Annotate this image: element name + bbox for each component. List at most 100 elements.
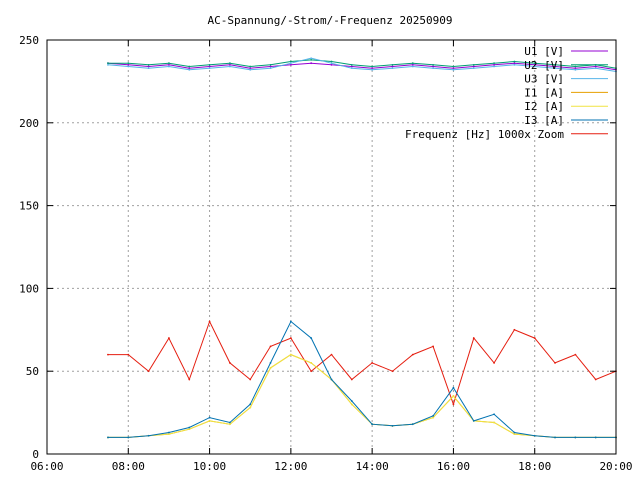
data-point <box>168 65 170 68</box>
data-point <box>188 428 191 431</box>
data-point <box>107 353 109 356</box>
data-point <box>228 62 231 65</box>
data-point <box>350 400 353 402</box>
data-point <box>432 416 435 419</box>
data-point <box>249 378 252 381</box>
data-point <box>411 353 414 356</box>
legend-label: I3 [A] <box>524 114 564 127</box>
data-point <box>533 337 536 339</box>
data-point <box>188 68 191 71</box>
data-point <box>452 386 455 389</box>
x-tick-label: 14:00 <box>356 460 389 473</box>
data-point <box>208 416 211 419</box>
data-point <box>269 65 272 68</box>
series-line <box>107 57 617 72</box>
data-point <box>269 67 272 70</box>
data-point <box>188 378 191 381</box>
data-point <box>391 370 394 373</box>
data-point <box>472 337 475 339</box>
y-tick-label: 50 <box>26 365 39 378</box>
y-tick-label: 150 <box>19 200 39 213</box>
y-tick-label: 200 <box>19 117 39 130</box>
data-point <box>472 63 475 66</box>
data-point <box>289 63 292 66</box>
y-tick-label: 100 <box>19 282 39 295</box>
legend-label: I2 [A] <box>524 100 564 113</box>
data-point <box>310 362 313 364</box>
data-point <box>330 378 333 381</box>
data-point <box>391 65 394 68</box>
data-point <box>533 63 536 66</box>
data-point <box>554 63 556 66</box>
legend: U1 [V]U2 [V]U3 [V]I1 [A]I2 [A]I3 [A]Freq… <box>405 45 608 141</box>
data-point <box>269 345 272 348</box>
data-point <box>452 68 455 71</box>
data-point <box>127 63 130 66</box>
data-point <box>127 62 130 65</box>
data-point <box>330 353 333 356</box>
data-point <box>452 403 455 406</box>
y-tick-label: 0 <box>32 448 39 461</box>
data-point <box>310 62 313 65</box>
y-tick-label: 250 <box>19 34 39 47</box>
plot-frame <box>46 39 617 455</box>
data-point <box>310 57 313 60</box>
data-point <box>411 65 414 68</box>
series-line <box>108 354 616 438</box>
data-point <box>310 337 313 339</box>
data-point <box>289 60 292 63</box>
data-point <box>228 362 231 364</box>
data-point <box>168 62 170 65</box>
data-point <box>513 62 516 65</box>
data-point <box>574 353 577 356</box>
data-point <box>513 328 516 331</box>
series-line <box>108 59 617 69</box>
grid <box>47 40 616 454</box>
data-point <box>452 67 455 70</box>
data-point <box>289 337 292 339</box>
data-point <box>289 353 292 356</box>
data-point <box>594 378 597 381</box>
data-point <box>350 403 353 406</box>
data-point <box>147 63 150 66</box>
data-point <box>472 419 475 422</box>
data-point <box>411 423 414 426</box>
data-point <box>208 419 211 422</box>
data-point <box>310 58 313 61</box>
data-point <box>350 67 353 70</box>
data-point <box>127 353 130 356</box>
x-tick-label: 10:00 <box>193 460 226 473</box>
data-point <box>391 63 394 66</box>
data-point <box>107 62 109 65</box>
data-point <box>269 366 272 369</box>
series-line <box>107 62 617 71</box>
data-point <box>208 320 211 323</box>
legend-label: U2 [V] <box>524 59 564 72</box>
data-point <box>472 65 475 68</box>
series-layer <box>107 57 617 439</box>
data-point <box>249 68 252 71</box>
data-point <box>289 320 292 323</box>
data-point <box>411 63 414 66</box>
data-point <box>147 370 150 373</box>
data-point <box>350 65 353 68</box>
legend-label: U3 [V] <box>524 73 564 86</box>
data-point <box>594 67 597 70</box>
data-point <box>107 436 109 439</box>
data-point <box>228 423 231 426</box>
data-point <box>188 426 191 429</box>
chart-title: AC-Spannung/-Strom/-Frequenz 20250909 <box>207 14 452 27</box>
data-point <box>269 63 272 66</box>
x-tick-label: 08:00 <box>112 460 145 473</box>
data-point <box>249 403 252 406</box>
data-point <box>350 63 353 66</box>
data-point <box>432 345 435 348</box>
data-point <box>168 431 170 434</box>
data-point <box>127 436 130 439</box>
data-point <box>371 67 374 70</box>
data-point <box>533 62 536 65</box>
data-point <box>554 65 556 68</box>
data-point <box>371 68 374 71</box>
data-point <box>493 421 495 424</box>
